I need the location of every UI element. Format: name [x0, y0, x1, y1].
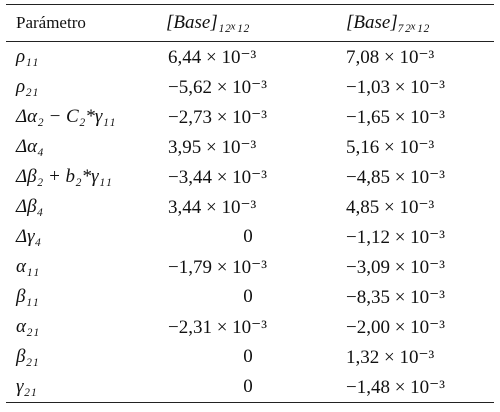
parameter-cell: Δα₄ [16, 136, 44, 157]
value-cell: −1,48 × 10⁻³ [346, 376, 445, 398]
value-cell: −3,44 × 10⁻³ [168, 166, 267, 188]
parameter-cell: ρ₁₁ [16, 46, 39, 67]
header-row: Parámetro [Base]₁₂ₓ₁₂ [Base]₇₂ₓ₁₂ [6, 4, 494, 42]
header-cell: Parámetro [16, 13, 86, 32]
parameter-cell: α₂₁ [16, 316, 40, 337]
header-cell: [Base]₁₂ₓ₁₂ [166, 12, 250, 33]
value-cell: −1,79 × 10⁻³ [168, 256, 267, 278]
table-row: Δγ₄ 0 −1,12 × 10⁻³ [6, 222, 494, 252]
table-row: β₁₁ 0 −8,35 × 10⁻³ [6, 282, 494, 312]
value-cell: 0 [243, 286, 253, 307]
table-row: β₂₁ 0 1,32 × 10⁻³ [6, 342, 494, 372]
table-body: ρ₁₁ 6,44 × 10⁻³ 7,08 × 10⁻³ ρ₂₁ −5,62 × 10⁻³… [6, 42, 494, 403]
value-cell: 3,95 × 10⁻³ [168, 136, 257, 158]
value-cell: 0 [243, 226, 253, 247]
value-cell: 0 [243, 346, 253, 367]
table-row: Δβ₄ 3,44 × 10⁻³ 4,85 × 10⁻³ [6, 192, 494, 222]
parameter-cell: α₁₁ [16, 256, 40, 277]
value-cell: 0 [243, 376, 253, 397]
parameter-cell: Δβ₄ [16, 196, 44, 217]
table-row: Δβ₂ + b₂*γ₁₁ −3,44 × 10⁻³ −4,85 × 10⁻³ [6, 162, 494, 192]
table-row: Δα₂ − C₂*γ₁₁ −2,73 × 10⁻³ −1,65 × 10⁻³ [6, 102, 494, 132]
table-row: α₂₁ −2,31 × 10⁻³ −2,00 × 10⁻³ [6, 312, 494, 342]
table-row: γ₂₁ 0 −1,48 × 10⁻³ [6, 372, 494, 403]
header-cell: [Base]₇₂ₓ₁₂ [346, 12, 430, 33]
value-cell: −1,03 × 10⁻³ [346, 76, 445, 98]
value-cell: −1,12 × 10⁻³ [346, 226, 445, 248]
value-cell: −1,65 × 10⁻³ [346, 106, 445, 128]
parameter-table: Parámetro [Base]₁₂ₓ₁₂ [Base]₇₂ₓ₁₂ ρ₁₁ 6,4… [6, 4, 494, 403]
table-row: Δα₄ 3,95 × 10⁻³ 5,16 × 10⁻³ [6, 132, 494, 162]
parameter-cell: Δα₂ − C₂*γ₁₁ [16, 106, 116, 127]
value-cell: −5,62 × 10⁻³ [168, 76, 267, 98]
value-cell: −2,31 × 10⁻³ [168, 316, 267, 338]
value-cell: 5,16 × 10⁻³ [346, 136, 435, 158]
value-cell: 7,08 × 10⁻³ [346, 46, 435, 68]
value-cell: 6,44 × 10⁻³ [168, 46, 257, 68]
value-cell: 1,32 × 10⁻³ [346, 346, 435, 368]
parameter-cell: β₁₁ [16, 286, 39, 307]
value-cell: −8,35 × 10⁻³ [346, 286, 445, 308]
parameter-cell: ρ₂₁ [16, 76, 39, 97]
table-row: α₁₁ −1,79 × 10⁻³ −3,09 × 10⁻³ [6, 252, 494, 282]
value-cell: −2,00 × 10⁻³ [346, 316, 445, 338]
parameter-cell: Δγ₄ [16, 226, 42, 247]
table-row: ρ₁₁ 6,44 × 10⁻³ 7,08 × 10⁻³ [6, 42, 494, 73]
table-row: ρ₂₁ −5,62 × 10⁻³ −1,03 × 10⁻³ [6, 72, 494, 102]
parameter-cell: γ₂₁ [16, 376, 37, 397]
value-cell: −4,85 × 10⁻³ [346, 166, 445, 188]
value-cell: −3,09 × 10⁻³ [346, 256, 445, 278]
parameter-cell: Δβ₂ + b₂*γ₁₁ [16, 166, 112, 187]
value-cell: −2,73 × 10⁻³ [168, 106, 267, 128]
parameter-cell: β₂₁ [16, 346, 39, 367]
value-cell: 4,85 × 10⁻³ [346, 196, 435, 218]
value-cell: 3,44 × 10⁻³ [168, 196, 257, 218]
